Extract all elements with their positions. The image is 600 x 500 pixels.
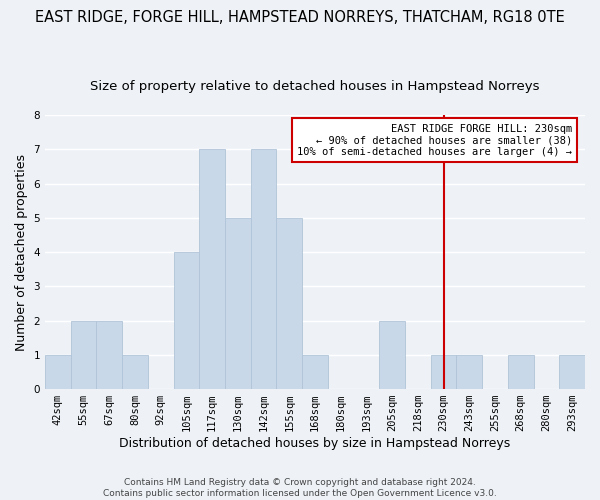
- Bar: [508, 355, 533, 389]
- Bar: [45, 355, 71, 389]
- Bar: [251, 150, 277, 389]
- Bar: [379, 320, 405, 389]
- Bar: [173, 252, 199, 389]
- Bar: [277, 218, 302, 389]
- Bar: [122, 355, 148, 389]
- Text: EAST RIDGE, FORGE HILL, HAMPSTEAD NORREYS, THATCHAM, RG18 0TE: EAST RIDGE, FORGE HILL, HAMPSTEAD NORREY…: [35, 10, 565, 25]
- Bar: [199, 150, 225, 389]
- Bar: [225, 218, 251, 389]
- Bar: [71, 320, 97, 389]
- Text: Contains HM Land Registry data © Crown copyright and database right 2024.
Contai: Contains HM Land Registry data © Crown c…: [103, 478, 497, 498]
- Text: EAST RIDGE FORGE HILL: 230sqm
← 90% of detached houses are smaller (38)
10% of s: EAST RIDGE FORGE HILL: 230sqm ← 90% of d…: [297, 124, 572, 157]
- Bar: [431, 355, 457, 389]
- Bar: [457, 355, 482, 389]
- Title: Size of property relative to detached houses in Hampstead Norreys: Size of property relative to detached ho…: [90, 80, 540, 93]
- Bar: [559, 355, 585, 389]
- Y-axis label: Number of detached properties: Number of detached properties: [15, 154, 28, 350]
- Bar: [302, 355, 328, 389]
- Bar: [97, 320, 122, 389]
- X-axis label: Distribution of detached houses by size in Hampstead Norreys: Distribution of detached houses by size …: [119, 437, 511, 450]
